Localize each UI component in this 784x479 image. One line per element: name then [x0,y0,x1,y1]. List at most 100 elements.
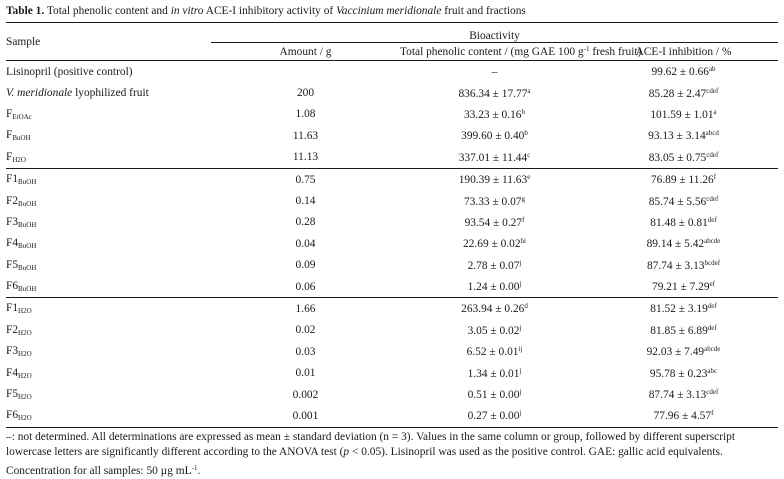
header-row-2: Amount / g Total phenolic content / (mg … [6,43,778,61]
cell-ace: 79.21 ± 7.29ef [589,276,778,298]
table-caption: Table 1. Total phenolic content and in v… [6,4,778,19]
cell-phenolic: 22.69 ± 0.02hi [400,233,589,254]
sample-subscript: BuOH [18,220,37,229]
cell-ace: 77.96 ± 4.57f [589,405,778,428]
results-table: Sample Bioactivity Amount / g Total phen… [6,22,778,428]
cell-ace: 99.62 ± 0.66ab [589,60,778,83]
cell-sample: F5H2O [6,384,211,405]
ace-superscript: cdef [706,150,719,159]
phenolic-superscript: ij [518,345,523,354]
ace-superscript: cdef [706,388,719,397]
sample-name: F3 [6,345,19,358]
phenolic-value: 73.33 ± 0.07 [463,195,522,208]
phenolic-superscript: a [527,86,531,95]
cell-phenolic: 190.39 ± 11.63e [400,167,589,191]
caption-text-a: Total phenolic content and [44,5,171,17]
cell-ace: 76.89 ± 11.26f [589,167,778,191]
cell-sample: F6H2O [6,405,211,428]
cell-phenolic: 263.94 ± 0.26d [400,297,589,320]
table-row: F3BuOH 0.28 93.54 ± 0.27f 81.48 ± 0.81def [6,212,778,233]
cell-sample: FBuOH [6,125,211,146]
header-bioactivity: Bioactivity [211,22,778,43]
table-row: FH2O 11.13 337.01 ± 11.44c 83.05 ± 0.75cdef [6,147,778,169]
table-row: F6H2O 0.001 0.27 ± 0.00j 77.96 ± 4.57f [6,405,778,428]
cell-sample: F1BuOH [6,167,211,191]
ace-value: 76.89 ± 11.26 [650,174,714,187]
cell-phenolic: 73.33 ± 0.07g [400,190,589,211]
table-row: F4BuOH 0.04 22.69 ± 0.02hi 89.14 ± 5.42abcd… [6,233,778,254]
cell-ace: 89.14 ± 5.42abcde [589,233,778,254]
table-row: F3H2O 0.03 6.52 ± 0.01ij 92.03 ± 7.49abcde [6,341,778,362]
phenolic-superscript: f [522,215,525,224]
phenolic-value: 2.78 ± 0.07 [467,259,520,272]
phenolic-superscript: j [519,366,522,375]
cell-phenolic: 1.34 ± 0.01j [400,362,589,383]
phenolic-value: 0.51 ± 0.00 [467,389,520,402]
ace-value: 81.48 ± 0.81 [650,216,708,229]
header-phenolic: Total phenolic content / (mg GAE 100 g-1… [400,43,641,61]
sample-name: F5 [6,258,19,271]
sample-subscript: H2O [18,414,32,423]
sample-name-rest: lyophilized fruit [72,87,149,100]
caption-text-c: ACE-I inhibitory activity of [203,5,337,17]
sample-subscript: H2O [18,328,32,337]
cell-ace: 95.78 ± 0.23abc [589,362,778,383]
ace-superscript: f [711,409,714,418]
sample-subscript: BuOH [12,134,31,143]
sample-name: F [6,129,13,142]
cell-amount: 11.63 [292,129,319,142]
sample-name: F2 [6,194,19,207]
cell-phenolic: 1.24 ± 0.00j [400,276,589,298]
cell-sample: FH2O [6,147,211,169]
header-phenolic-pre: Total phenolic content / (mg GAE 100 g [400,46,584,58]
cell-amount: 0.09 [295,259,316,272]
cell-ace: 81.85 ± 6.89def [589,320,778,341]
phenolic-value: 399.60 ± 0.40 [461,130,525,143]
ace-superscript: abc [707,366,718,375]
sample-subscript: BuOH [18,285,37,294]
table-row: Lisinopril (positive control) – 99.62 ± 0.… [6,60,778,83]
cell-phenolic: 2.78 ± 0.07j [400,255,589,276]
ace-superscript: ab [708,65,716,74]
phenolic-superscript: j [519,409,522,418]
cell-sample: F4BuOH [6,233,211,254]
phenolic-value: 6.52 ± 0.01 [466,346,519,359]
ace-superscript: ef [709,280,715,289]
footnote-line-2b: < 0.05). Lisinopril was used as the posi… [349,446,723,459]
ace-value: 89.14 ± 5.42 [646,238,705,251]
table-row: F2BuOH 0.14 73.33 ± 0.07g 85.74 ± 5.56cdef [6,190,778,211]
cell-phenolic: 0.51 ± 0.00j [400,384,589,405]
ace-value: 101.59 ± 1.01 [650,108,714,121]
ace-value: 83.05 ± 0.75 [648,151,707,164]
cell-amount: 0.01 [295,367,316,380]
cell-sample: F2BuOH [6,190,211,211]
cell-phenolic: 836.34 ± 17.77a [400,82,589,103]
sample-name-italic: V. meridionale [6,87,73,100]
footnote-line-2a: lowercase letters are significantly diff… [6,446,344,459]
ace-value: 87.74 ± 3.13 [646,259,705,272]
cell-amount: 200 [296,87,315,100]
ace-value: 85.28 ± 2.47 [648,87,707,100]
cell-phenolic: 337.01 ± 11.44c [400,147,589,169]
header-amount: Amount / g [279,45,332,58]
footnote-line-3-sup: -1 [191,463,198,472]
ace-value: 85.74 ± 5.56 [648,195,707,208]
phenolic-value: 190.39 ± 11.63 [458,174,528,187]
header-row-1: Sample Bioactivity [6,22,778,61]
table-row: F4H2O 0.01 1.34 ± 0.01j 95.78 ± 0.23abc [6,362,778,383]
cell-amount: 0.02 [295,324,316,337]
cell-ace: 87.74 ± 3.13bcdef [589,255,778,276]
sample-name: F6 [6,280,19,293]
cell-sample: F3BuOH [6,212,211,233]
ace-superscript: abcd [705,129,719,138]
cell-amount: 0.04 [295,237,316,250]
sample-name: F1 [6,302,19,315]
cell-phenolic: – [400,60,589,83]
cell-amount: 1.08 [295,108,316,121]
cell-amount: 0.03 [295,345,316,358]
sample-subscript: H2O [18,307,32,316]
table-row: FBuOH 11.63 399.60 ± 0.40b 93.13 ± 3.14abcd [6,125,778,146]
sample-subscript: BuOH [18,263,37,272]
sample-subscript: BuOH [18,199,37,208]
cell-phenolic: 93.54 ± 0.27f [400,212,589,233]
